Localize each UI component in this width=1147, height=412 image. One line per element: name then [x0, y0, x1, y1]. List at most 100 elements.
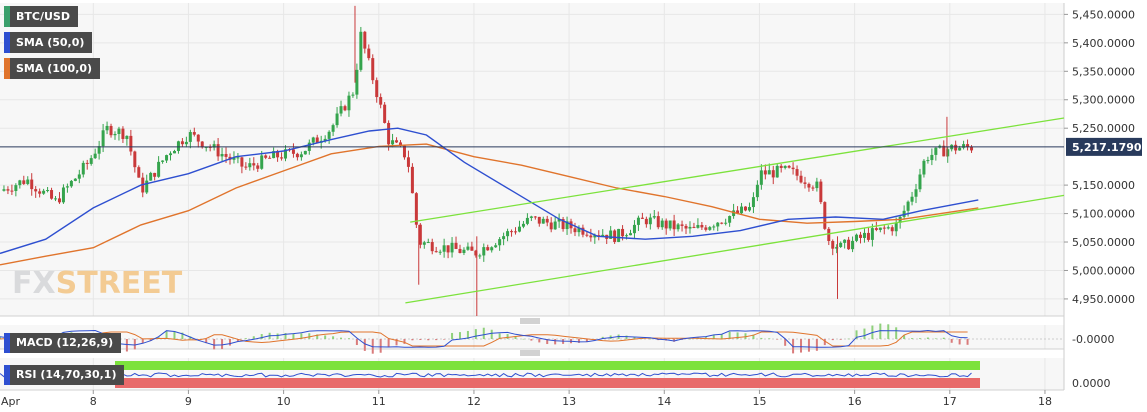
candle [438, 249, 442, 255]
candle-body [696, 225, 700, 228]
candle-body [791, 167, 795, 170]
macd-histogram-bar [181, 332, 184, 339]
macd-histogram-bar [435, 339, 438, 341]
candle-body [621, 228, 625, 237]
candle [180, 138, 184, 148]
candle [161, 160, 165, 164]
candle-body [220, 154, 224, 157]
candle [430, 238, 434, 255]
candle [379, 93, 383, 109]
macd-histogram-bar [736, 332, 739, 339]
macd-histogram-bar [815, 339, 818, 351]
candle-body [767, 170, 771, 175]
candle [422, 240, 426, 249]
candle-body [478, 255, 482, 257]
candle-body [819, 181, 823, 203]
candle [335, 107, 339, 128]
macd-histogram-bar [173, 331, 176, 339]
candle-body [42, 190, 46, 194]
candle-body [236, 157, 240, 159]
channel-lower-line [405, 194, 1065, 304]
candle [783, 165, 787, 170]
candle [851, 236, 855, 253]
candle [581, 224, 585, 238]
candle-body [61, 187, 65, 203]
candle-body [874, 228, 878, 230]
macd-histogram-bar [363, 339, 366, 351]
candle-body [69, 180, 73, 187]
macd-histogram-bar [800, 339, 803, 353]
candle-body [165, 155, 169, 161]
candle-body [728, 216, 732, 223]
y-tick-label: 4,950.0000 [1072, 293, 1135, 306]
candle-body [541, 218, 545, 224]
macd-histogram-bar [221, 339, 224, 350]
macd-histogram-bar [911, 338, 914, 339]
candle [962, 140, 966, 150]
macd-histogram-bar [776, 339, 779, 340]
candle-body [101, 130, 105, 147]
macd-histogram-bar [340, 337, 343, 339]
candle-body [557, 219, 561, 222]
macd-histogram-bar [577, 339, 580, 343]
candle [696, 218, 700, 229]
y-tick-label: 5,150.0000 [1072, 179, 1135, 192]
candle [827, 227, 831, 246]
candle [728, 215, 732, 227]
candle-body [434, 251, 438, 253]
candle [759, 164, 763, 190]
candle-body [50, 190, 54, 199]
x-tick-label: 18 [1038, 395, 1052, 408]
candle-body [700, 225, 704, 228]
candle-body [363, 31, 367, 49]
candle [819, 179, 823, 205]
candle [97, 140, 101, 160]
macd-histogram-bar [585, 339, 588, 342]
panel-resize-handle-icon[interactable] [520, 350, 540, 356]
macd-histogram-bar [839, 339, 842, 340]
macd-histogram-bar [347, 338, 350, 339]
candle-body [10, 190, 14, 192]
macd-histogram-bar [0, 336, 1, 339]
candle [684, 223, 688, 235]
candle-body [847, 239, 851, 250]
candle-body [212, 144, 216, 148]
candle-body [406, 157, 410, 167]
macd-legend[interactable]: MACD (12,26,9) [4, 333, 122, 353]
macd-histogram-bar [863, 328, 866, 339]
candle [486, 244, 490, 251]
candle-body [494, 245, 498, 248]
instrument-legend[interactable]: BTC/USD [4, 6, 78, 27]
candle-body [208, 146, 212, 148]
candle [791, 162, 795, 175]
candle [823, 201, 827, 231]
sma100-legend[interactable]: SMA (100,0) [4, 58, 101, 79]
candle-body [692, 226, 696, 228]
candle-body [192, 132, 196, 135]
candle [672, 214, 676, 236]
candle [458, 244, 462, 254]
candle [351, 92, 355, 98]
candle-body [315, 137, 319, 143]
sma100-swatch [4, 58, 10, 79]
sma50-label: SMA (50,0) [16, 36, 85, 49]
candle [644, 216, 648, 228]
candle [73, 178, 77, 182]
panel-resize-handle-icon[interactable] [520, 318, 540, 324]
candle [157, 156, 161, 178]
candle [617, 228, 621, 243]
candle [553, 216, 557, 230]
macd-histogram-bar [712, 335, 715, 339]
candle [882, 225, 886, 235]
rsi-legend[interactable]: RSI (14,70,30,1) [4, 365, 125, 385]
candle [77, 169, 81, 184]
candle-body [57, 198, 61, 203]
candle-body [644, 218, 648, 225]
candle [196, 134, 200, 148]
candle-body [525, 217, 529, 224]
sma50-legend[interactable]: SMA (50,0) [4, 32, 93, 53]
candle [327, 130, 331, 144]
candle [117, 126, 121, 141]
candle [692, 222, 696, 229]
candle [601, 229, 605, 237]
